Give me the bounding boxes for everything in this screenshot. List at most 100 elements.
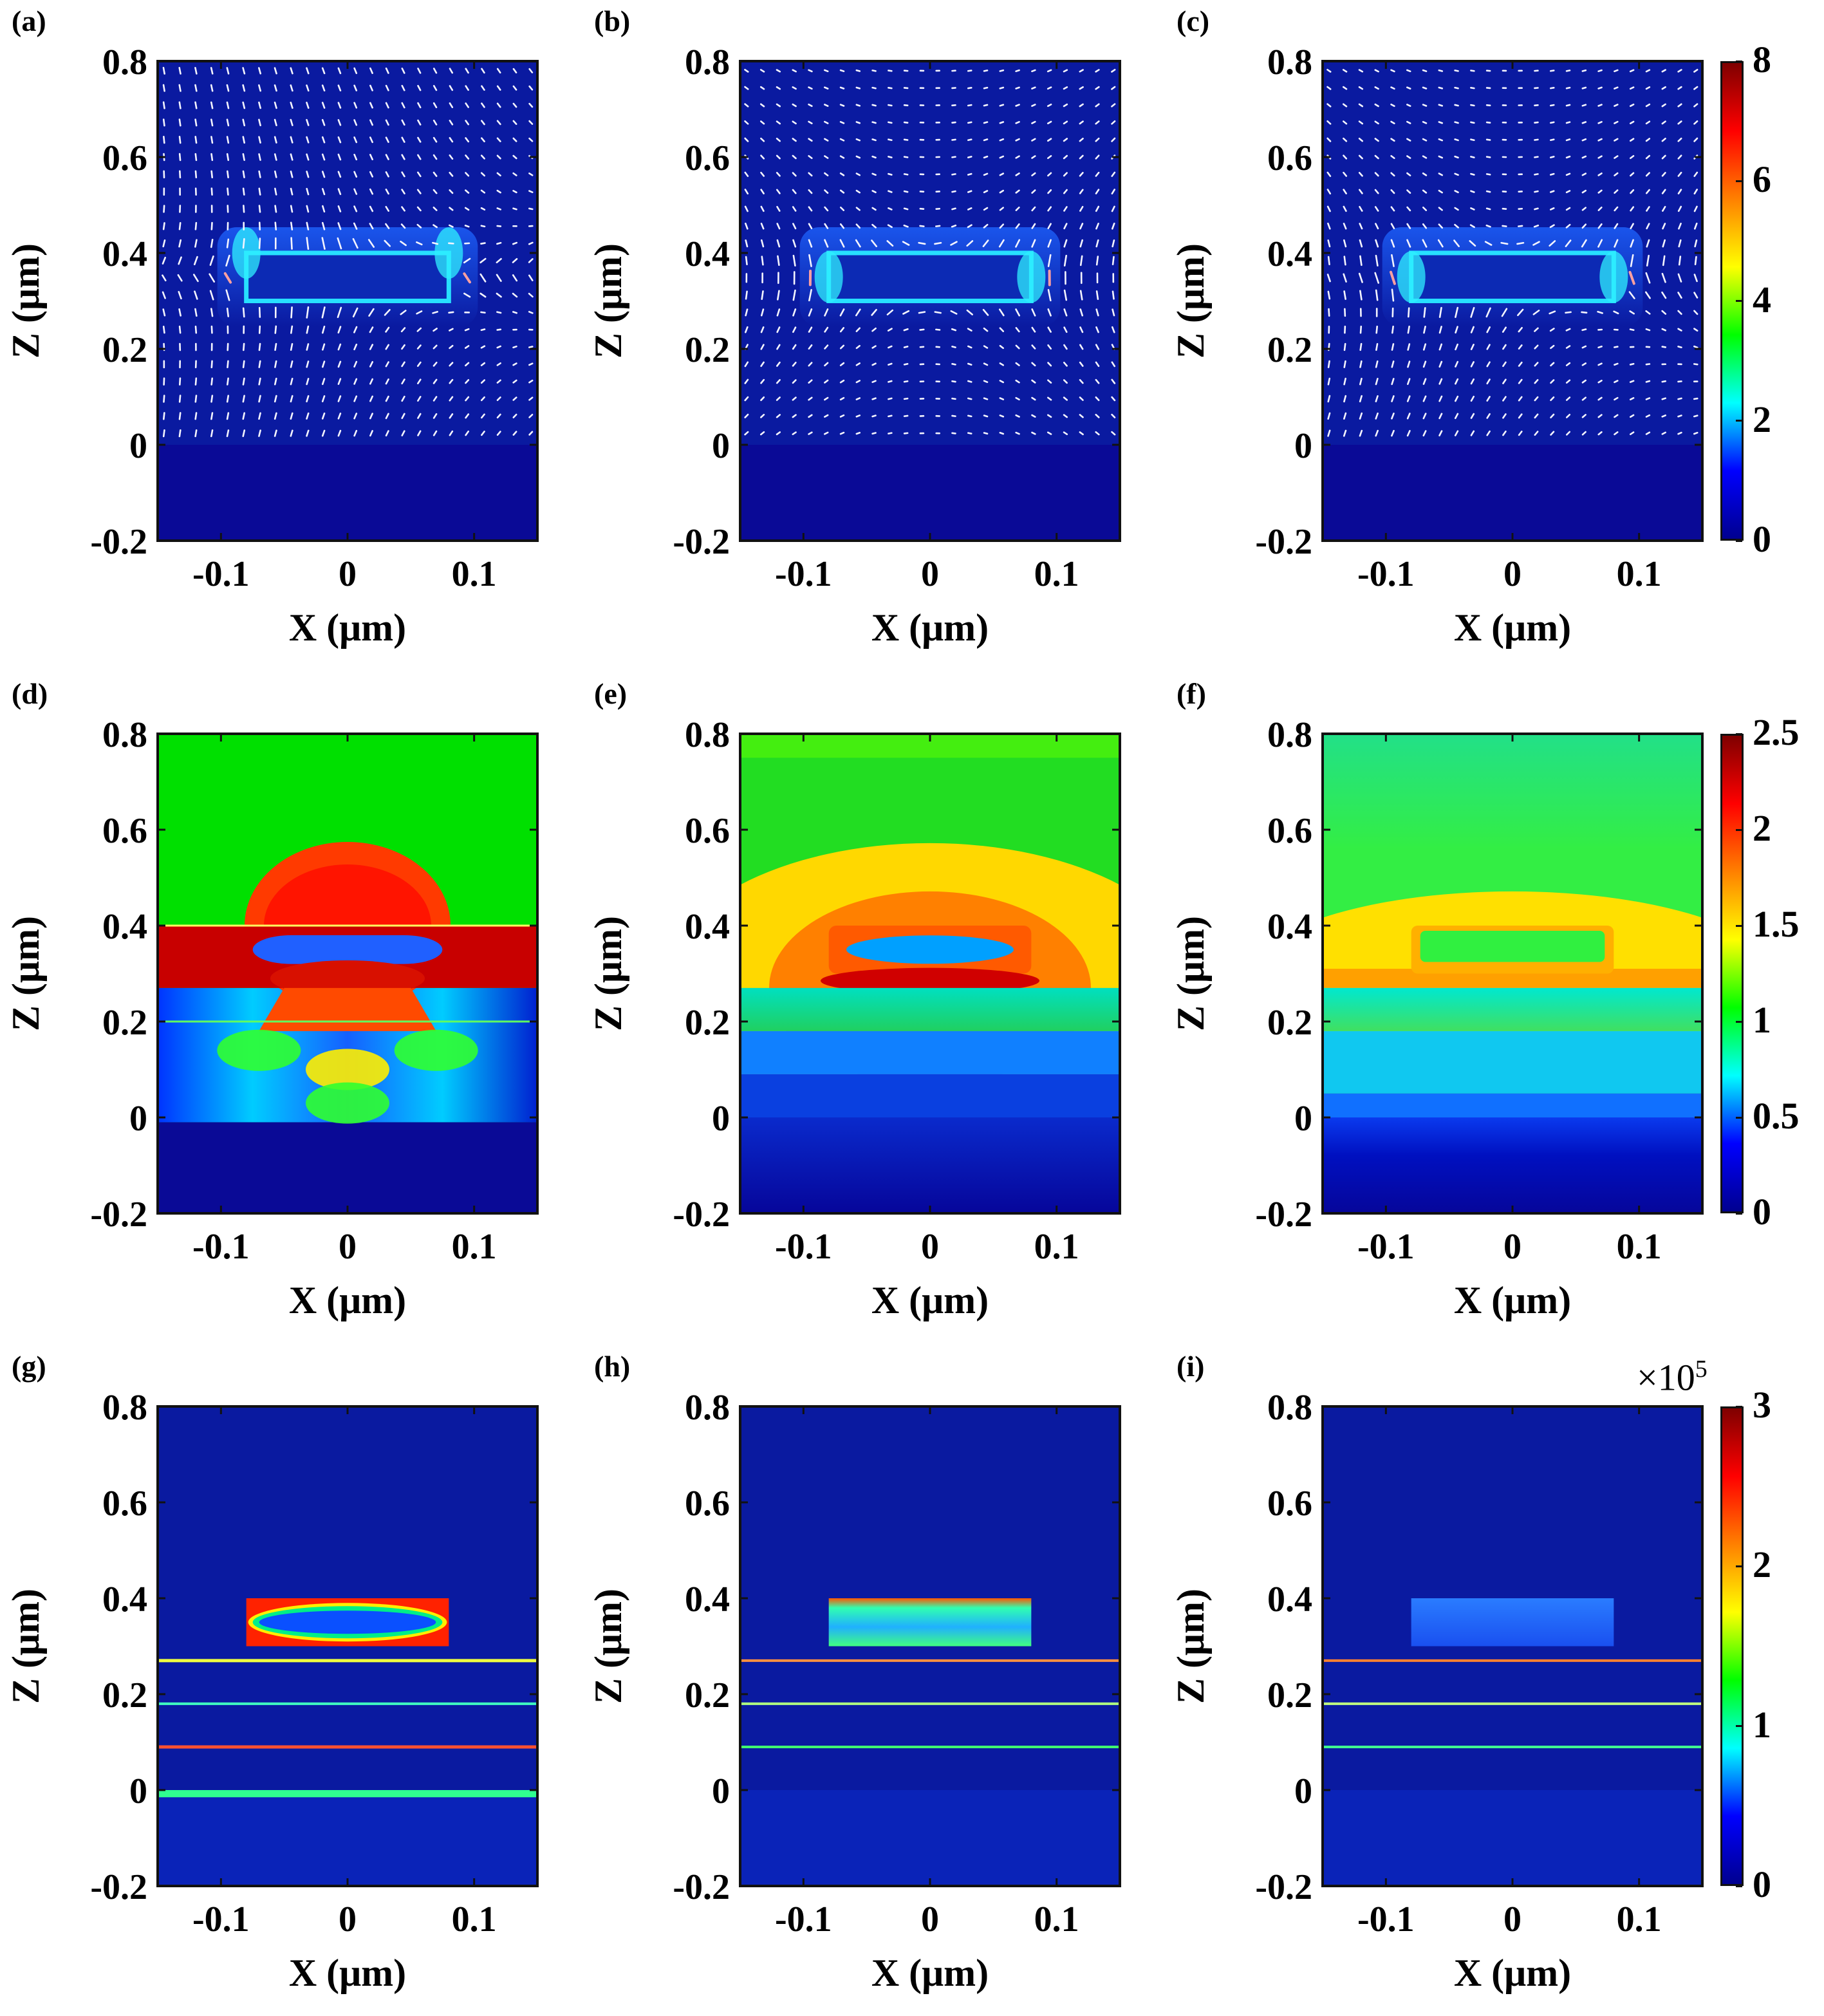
field-arrow	[465, 85, 469, 91]
field-arrow	[1015, 172, 1020, 176]
field-arrow	[274, 325, 277, 334]
field-arrow	[480, 379, 485, 384]
field-arrow	[824, 223, 829, 229]
field-arrow	[1614, 239, 1619, 248]
field-arrow	[1391, 325, 1394, 334]
field-arrow	[1015, 69, 1020, 72]
field-arrow	[792, 206, 797, 212]
field-arrow	[1454, 155, 1459, 159]
field-arrow	[1438, 223, 1444, 229]
field-arrow	[242, 84, 246, 92]
field-arrow	[1630, 189, 1635, 194]
field-arrow	[1454, 173, 1459, 176]
field-map: 0.8 0.6 0.4 0.2 0 -0.2 -0.1 0 0.1 X (μm) Z (μm)	[5, 1388, 539, 1994]
field-arrow	[1390, 86, 1395, 90]
field-arrow	[1375, 289, 1379, 301]
interference-spot	[217, 1029, 301, 1071]
field-arrow	[1422, 189, 1428, 194]
field-arrow	[745, 256, 748, 266]
field-arrow	[1565, 173, 1571, 176]
field-arrow	[337, 237, 342, 250]
field-arrow	[194, 118, 198, 127]
field-arrow	[1375, 378, 1379, 386]
field-arrow	[1645, 86, 1651, 90]
field-arrow	[1534, 378, 1539, 384]
field-arrow	[1015, 414, 1020, 418]
field-arrow	[1390, 103, 1395, 107]
field-arrow	[1565, 190, 1571, 194]
field-arrow	[369, 395, 373, 402]
field-arrow	[1406, 223, 1411, 229]
panel-f: (f) 0.8 0.6 0.4 0.2 0 -0.2 -0.1 0 0.1 X (μm) Z (μm)	[1165, 673, 1706, 1321]
field-arrow	[528, 241, 534, 245]
field-arrow	[951, 224, 957, 228]
field-arrow	[1455, 326, 1458, 334]
field-arrow	[792, 254, 796, 266]
field-arrow	[274, 412, 277, 420]
field-arrow	[776, 154, 781, 160]
z-tick-label: 0.6	[685, 811, 730, 851]
field-arrow	[792, 154, 797, 160]
field-arrow	[1518, 361, 1523, 367]
field-arrow	[1532, 241, 1540, 246]
field-arrow	[1597, 69, 1603, 72]
field-arrow	[759, 86, 765, 90]
field-arrow	[871, 70, 877, 72]
field-arrow	[1375, 342, 1379, 351]
field-arrow	[1015, 206, 1020, 211]
field-arrow	[1661, 397, 1666, 400]
field-arrow	[321, 84, 326, 92]
field-arrow	[1047, 431, 1052, 435]
field-arrow	[528, 346, 534, 348]
field-arrow	[1390, 154, 1395, 160]
field-arrow	[1079, 172, 1084, 177]
field-arrow	[337, 429, 342, 437]
x-tick-label: -0.1	[192, 1227, 250, 1267]
field-arrow	[449, 328, 454, 331]
field-arrow	[1406, 172, 1411, 176]
field-arrow	[839, 172, 845, 176]
field-arrow	[178, 239, 182, 248]
field-arrow	[1406, 138, 1411, 142]
field-arrow	[1549, 190, 1555, 193]
field-arrow	[903, 380, 909, 383]
field-arrow	[1693, 86, 1698, 90]
field-arrow	[258, 342, 261, 351]
field-arrow	[871, 190, 877, 194]
x-tick-label: 0.1	[1617, 1899, 1662, 1939]
colorbar-tick	[1736, 1212, 1742, 1215]
field-arrow	[951, 346, 956, 348]
field-arrow	[512, 120, 517, 126]
panel-label: (i)	[1177, 1350, 1205, 1383]
field-arrow	[321, 67, 326, 75]
field-arrow	[903, 432, 909, 434]
field-arrow	[1502, 361, 1507, 368]
field-arrow	[886, 240, 894, 247]
field-arrow	[1645, 414, 1651, 418]
rod-body	[1411, 1598, 1614, 1647]
field-arrow	[1095, 361, 1100, 368]
field-arrow	[1532, 310, 1540, 315]
field-arrow	[1534, 413, 1539, 419]
panel-label: (a)	[12, 5, 46, 37]
field-arrow	[496, 241, 502, 245]
field-arrow	[321, 237, 326, 250]
field-arrow	[1661, 346, 1667, 348]
field-arrow	[417, 136, 422, 143]
field-arrow	[1359, 360, 1363, 368]
field-arrow	[242, 238, 245, 249]
field-arrow	[512, 207, 517, 210]
field-arrow	[808, 362, 813, 367]
x-tick-label: 0	[1503, 1227, 1522, 1267]
field-arrow	[776, 326, 781, 333]
field-arrow	[385, 361, 389, 368]
field-arrow	[1485, 190, 1491, 193]
field-layer	[158, 61, 537, 541]
field-arrow	[1095, 189, 1100, 194]
panel-label: (c)	[1177, 5, 1210, 37]
field-arrow	[999, 121, 1005, 124]
colorbar	[1720, 1406, 1744, 1886]
field-arrow	[1485, 307, 1491, 318]
field-arrow	[1047, 172, 1052, 177]
field-arrow	[1677, 171, 1682, 177]
